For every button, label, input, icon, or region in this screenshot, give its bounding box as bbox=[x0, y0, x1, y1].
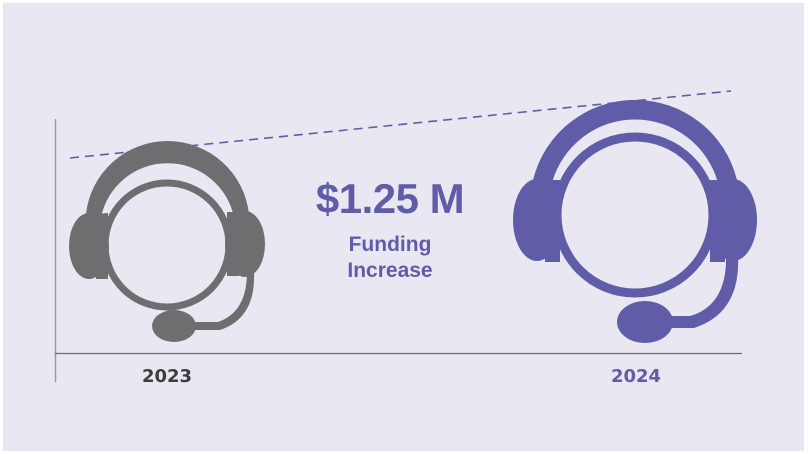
caption-line-1: Funding bbox=[348, 233, 432, 256]
x-label-2024: 2024 bbox=[610, 366, 662, 387]
funding-amount: $1.25 M bbox=[315, 175, 465, 222]
infographic-panel bbox=[3, 3, 804, 451]
headset-icon-2024 bbox=[513, 99, 757, 343]
caption-line-2: Increase bbox=[347, 259, 433, 282]
x-label-2023: 2023 bbox=[141, 366, 193, 387]
headset-icon-2023 bbox=[69, 141, 265, 342]
funding-caption: Funding Increase bbox=[290, 232, 490, 284]
